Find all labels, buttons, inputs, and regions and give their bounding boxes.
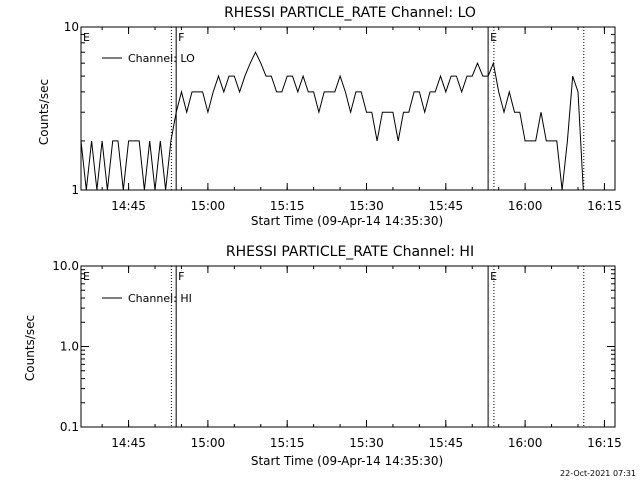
x-tick-label: 16:00 (508, 199, 543, 213)
x-tick-label: 15:30 (349, 436, 384, 450)
y-tick-label: 10 (64, 20, 79, 34)
x-tick-label: 15:00 (191, 199, 226, 213)
hi-interval-lines (170, 266, 585, 427)
y-tick-label: 1 (71, 183, 79, 197)
y-tick-label: 1.0 (60, 340, 79, 354)
x-tick-label: 16:15 (587, 436, 622, 450)
lo-x-axis-label: Start Time (09-Apr-14 14:35:30) (251, 214, 443, 228)
x-tick-label: 14:45 (111, 436, 146, 450)
x-tick-label: 16:15 (587, 199, 622, 213)
x-tick-label: 15:15 (270, 436, 305, 450)
y-tick-label: 10.0 (52, 259, 79, 273)
lo-chart-title: RHESSI PARTICLE_RATE Channel: LO (224, 5, 476, 21)
y-tick-label: 0.1 (60, 420, 79, 434)
lo-interval-lines (170, 27, 585, 190)
interval-marker-label: E (490, 270, 497, 283)
lo-series-line (80, 51, 584, 191)
interval-marker-label: E (83, 270, 90, 283)
lo-y-axis-label: Counts/sec (37, 79, 51, 145)
generation-timestamp: 22-Oct-2021 07:31 (560, 469, 636, 478)
x-tick-label: 16:00 (508, 436, 543, 450)
lo-y-ticks: 1 10 (64, 20, 615, 197)
hi-x-axis-label: Start Time (09-Apr-14 14:35:30) (251, 454, 443, 468)
x-tick-label: 15:45 (429, 199, 464, 213)
x-tick-label: 15:15 (270, 199, 305, 213)
lo-x-ticks: 14:45 15:00 15:15 15:30 15:45 16:00 16:15 (101, 27, 622, 213)
lo-plot-frame (80, 26, 616, 191)
hi-channel-panel: RHESSI PARTICLE_RATE Channel: HI 14:45 15… (23, 244, 622, 468)
interval-marker-label: E (490, 31, 497, 44)
x-tick-label: 15:30 (349, 199, 384, 213)
hi-x-ticks: 14:45 15:00 15:15 15:30 15:45 16:00 16:15 (101, 266, 622, 450)
x-tick-label: 14:45 (111, 199, 146, 213)
x-tick-label: 15:00 (191, 436, 226, 450)
hi-legend-label: Channel: HI (128, 292, 192, 305)
hi-chart-title: RHESSI PARTICLE_RATE Channel: HI (226, 244, 474, 260)
hi-y-ticks: 0.1 1.0 10.0 (52, 259, 615, 434)
lo-legend-label: Channel: LO (128, 52, 195, 65)
hi-plot-frame (80, 265, 616, 428)
hi-legend: Channel: HI (102, 292, 192, 305)
interval-marker-label: E (83, 31, 90, 44)
x-tick-label: 15:45 (429, 436, 464, 450)
interval-marker-label: F (178, 31, 184, 44)
interval-marker-label: F (178, 270, 184, 283)
lo-legend: Channel: LO (102, 52, 195, 65)
hi-y-axis-label: Counts/sec (23, 315, 37, 381)
lo-channel-panel: RHESSI PARTICLE_RATE Channel: LO 14:45 15… (37, 5, 622, 228)
